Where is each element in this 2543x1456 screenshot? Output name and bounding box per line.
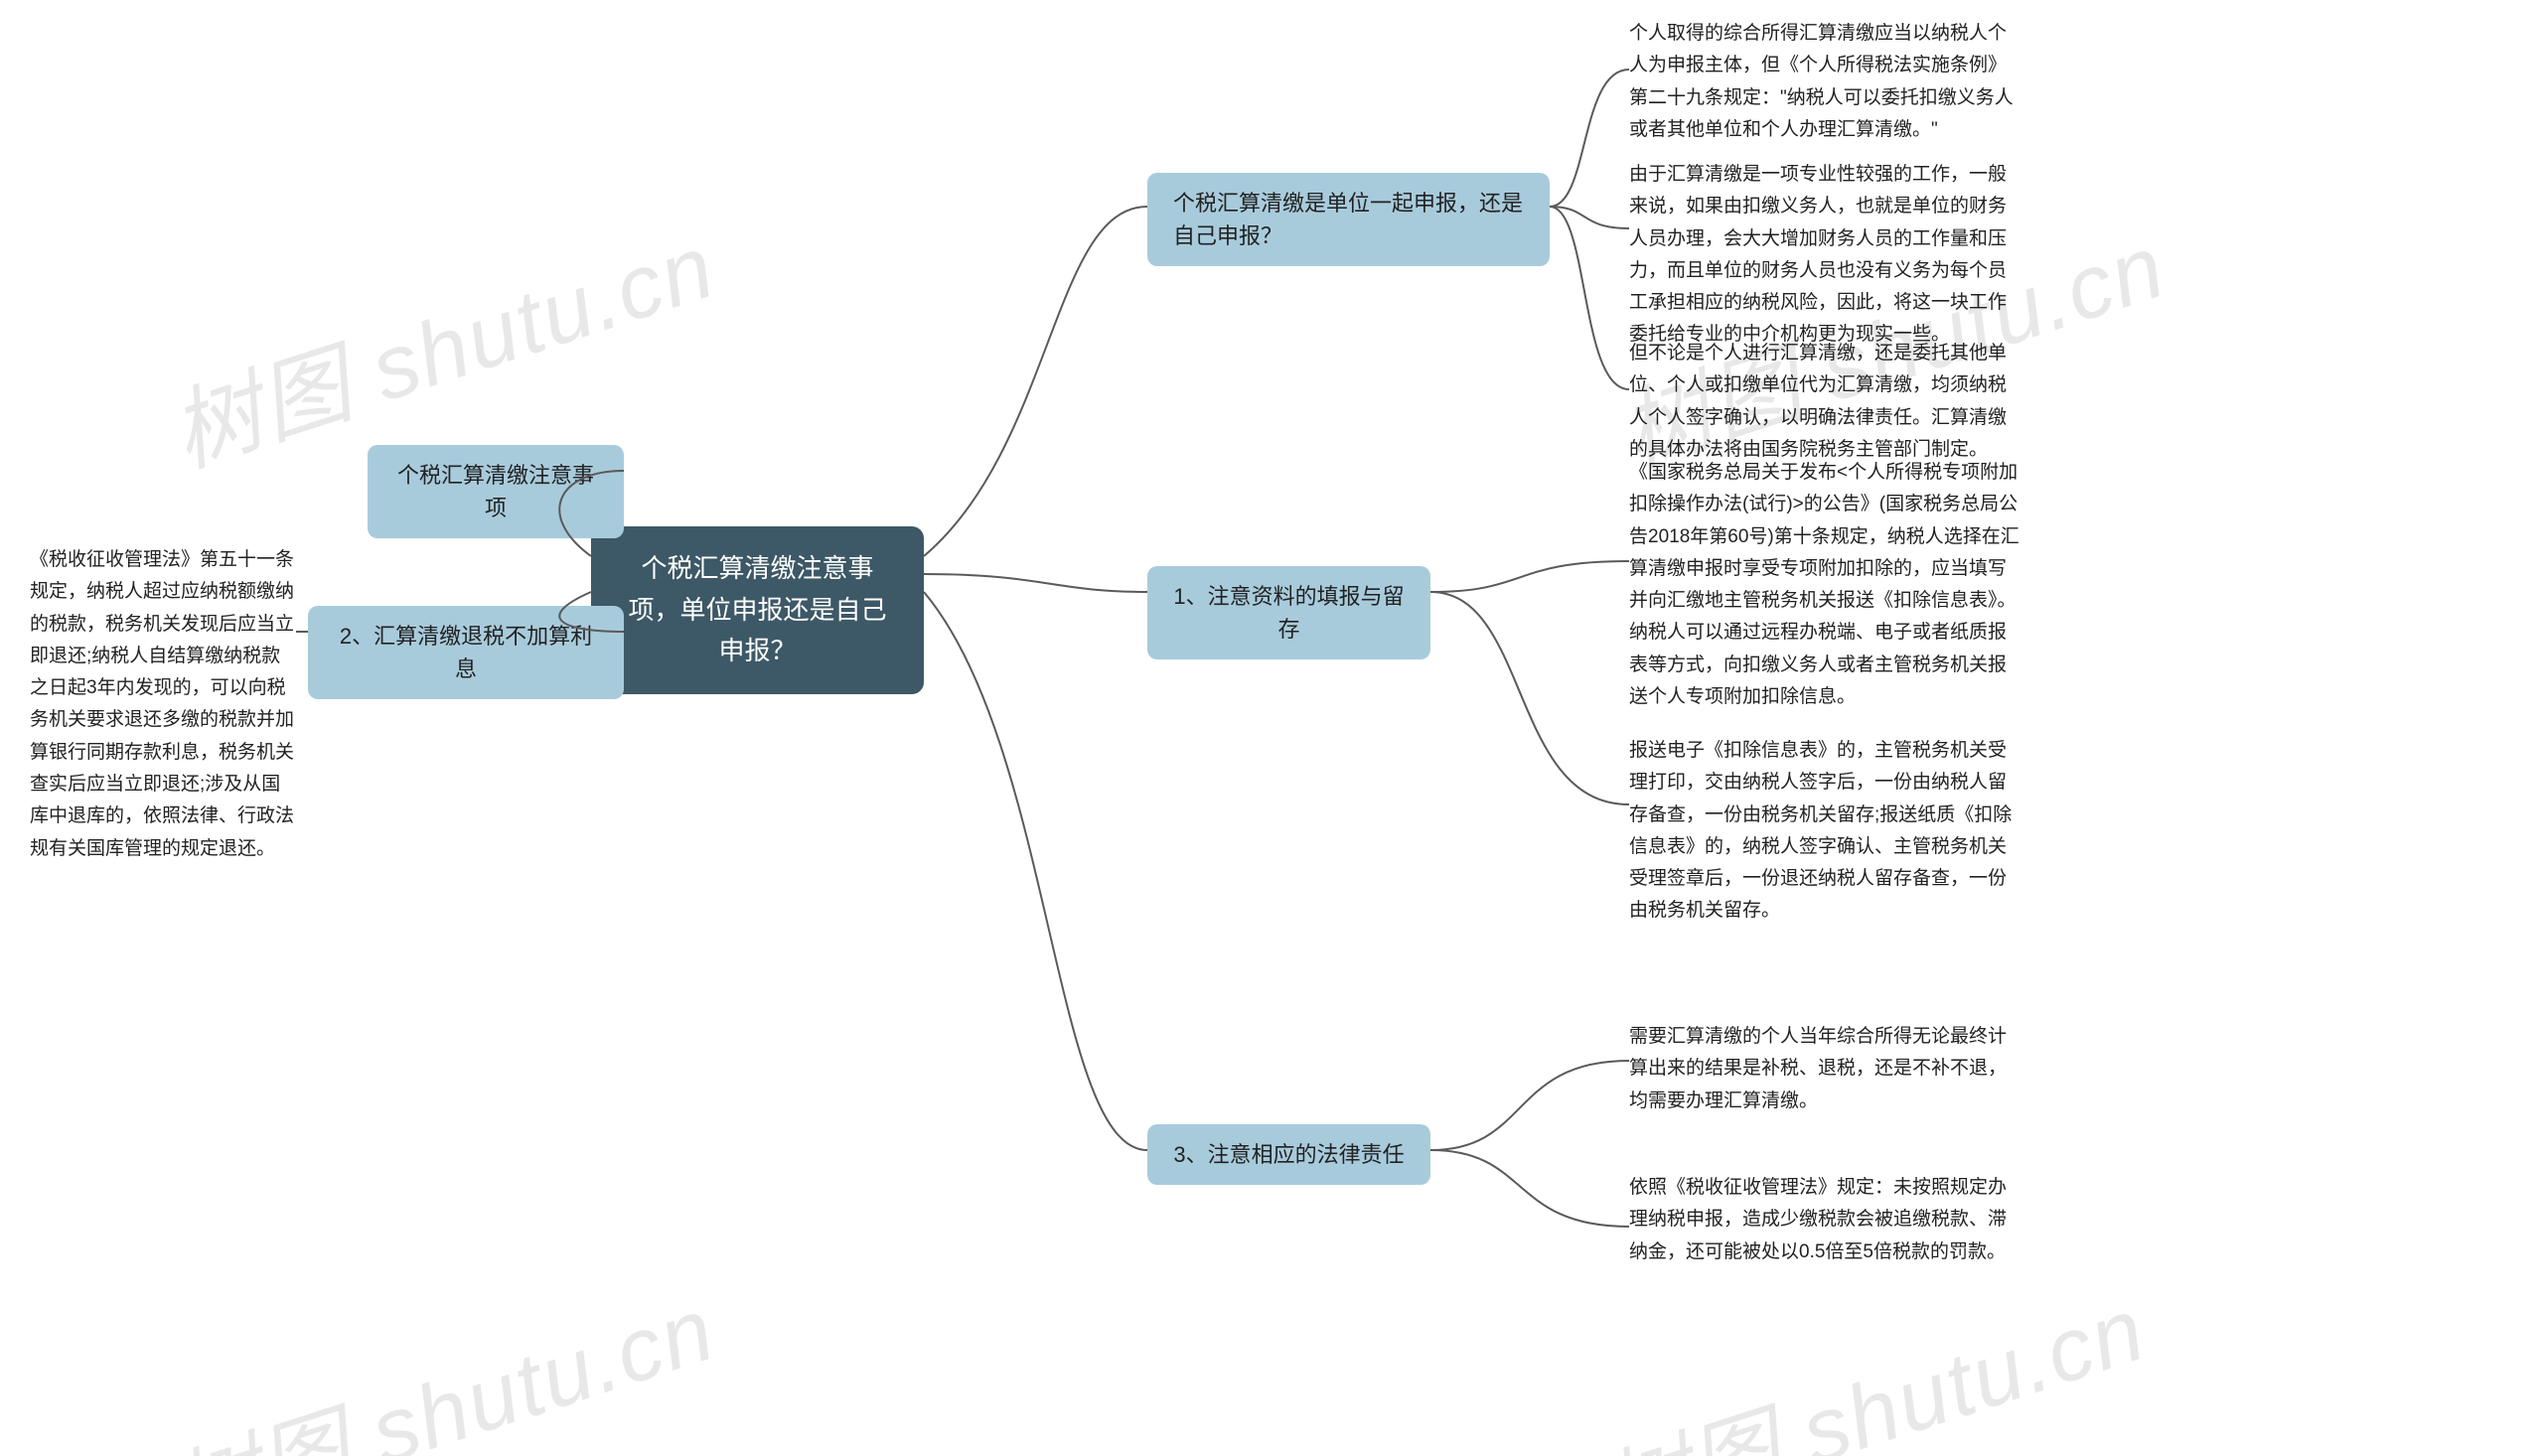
leaf-refund-0: 《税收征收管理法》第五十一条规定，纳税人超过应纳税额缴纳的税款，税务机关发现后应…	[30, 544, 296, 865]
branch-title-only-label: 个税汇算清缴注意事项	[397, 463, 594, 520]
leaf-materials-1: 报送电子《扣除信息表》的，主管税务机关受理打印，交由纳税人签字后，一份由纳税人留…	[1629, 735, 2021, 928]
branch-note-materials: 1、注意资料的填报与留存	[1147, 566, 1430, 659]
leaf-unit-2: 但不论是个人进行汇算清缴，还是委托其他单位、个人或扣缴单位代为汇算清缴，均须纳税…	[1629, 338, 2021, 466]
branch-note-refund-label: 2、汇算清缴退税不加算利息	[340, 624, 592, 681]
leaf-liability-0: 需要汇算清缴的个人当年综合所得无论最终计算出来的结果是补税、退税，还是不补不退，…	[1629, 1021, 2021, 1117]
branch-unit-or-self-label: 个税汇算清缴是单位一起申报，还是自己申报？	[1173, 191, 1523, 248]
root-node: 个税汇算清缴注意事项，单位申报还是自己申报？	[591, 526, 924, 694]
branch-note-liability-label: 3、注意相应的法律责任	[1173, 1142, 1404, 1167]
branch-title-only: 个税汇算清缴注意事项	[368, 445, 624, 538]
branch-unit-or-self: 个税汇算清缴是单位一起申报，还是自己申报？	[1147, 173, 1550, 266]
branch-note-refund: 2、汇算清缴退税不加算利息	[308, 606, 624, 699]
watermark: 树图 shutu.cn	[153, 1257, 729, 1456]
leaf-materials-0: 《国家税务总局关于发布<个人所得税专项附加扣除操作办法(试行)>的公告》(国家税…	[1629, 457, 2021, 713]
root-label: 个税汇算清缴注意事项，单位申报还是自己申报？	[628, 553, 886, 665]
branch-note-liability: 3、注意相应的法律责任	[1147, 1124, 1430, 1185]
watermark: 树图 shutu.cn	[1583, 1257, 2160, 1456]
leaf-liability-1: 依照《税收征收管理法》规定：未按照规定办理纳税申报，造成少缴税款会被追缴税款、滞…	[1629, 1172, 2021, 1268]
leaf-unit-0: 个人取得的综合所得汇算清缴应当以纳税人个人为申报主体，但《个人所得税法实施条例》…	[1629, 18, 2021, 146]
leaf-unit-1: 由于汇算清缴是一项专业性较强的工作，一般来说，如果由扣缴义务人，也就是单位的财务…	[1629, 159, 2021, 352]
branch-note-materials-label: 1、注意资料的填报与留存	[1173, 584, 1404, 642]
